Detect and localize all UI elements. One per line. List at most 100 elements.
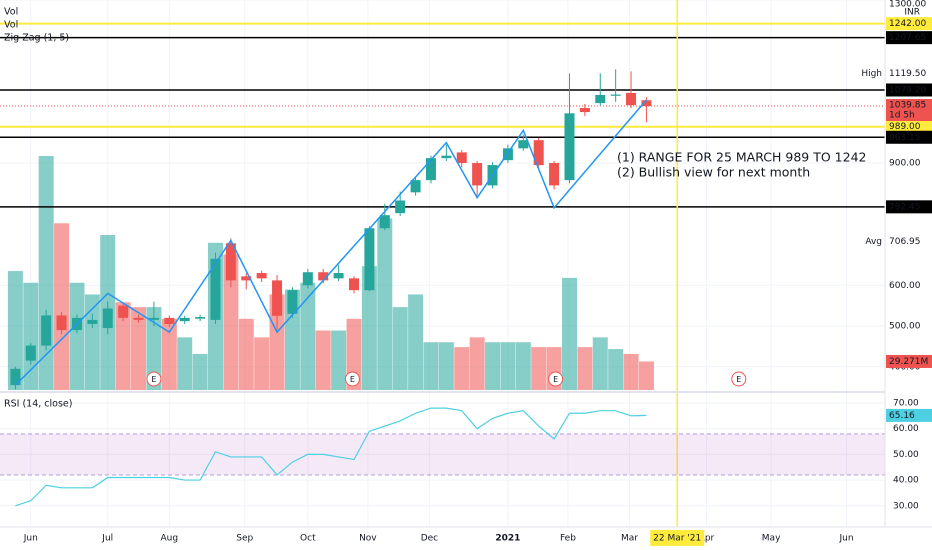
axis-bg [885,0,932,550]
level-label-bg [886,200,932,214]
y-tick-label: 600.00 [889,281,921,291]
volume-bar [515,342,531,390]
level-label: 1207.65 [889,33,926,43]
level-label: 989.00 [889,122,921,132]
event-marker [344,371,360,387]
volume-bar [23,282,39,390]
marker-name: Avg [865,237,882,247]
rsi-label: 65.16 [889,411,915,421]
countdown: 1d 5h [889,111,915,121]
y-tick-label: 500.00 [889,322,921,332]
event-marker [731,371,747,387]
volume-label: 29.271M [889,357,928,367]
annotation: (1) RANGE FOR 25 MARCH 989 TO 1242 [617,150,866,165]
event-label: E [350,375,355,384]
volume-bar [146,307,162,390]
candle-body [10,368,21,386]
volume-bar [223,254,239,390]
candle-body [318,272,329,281]
candle-body [533,140,544,166]
rsi-line [15,407,647,507]
candle-body [241,276,252,281]
volume-bar [454,347,470,390]
candle-body [225,243,236,281]
candle-body [179,317,190,322]
candle-body [56,315,67,331]
volume-bar [623,353,639,390]
volume-bar [392,307,408,390]
legend-item: Vol [4,7,18,18]
candle-body [610,94,621,96]
x-tick-label: Jun [838,534,853,544]
candle-body [549,163,560,186]
volume-bar [485,342,501,390]
volume-bar [284,289,300,390]
volume-bar [254,337,270,390]
x-tick-label: Mar [621,534,638,544]
volume-bar [577,347,593,390]
volume-bar [361,266,377,390]
legend-item: Zig Zag (1, 5) [4,33,69,44]
x-tick-label: Jun [23,534,38,544]
volume-bar [561,277,577,390]
rsi-tick-label: 50.00 [893,450,919,460]
candle-body [472,163,483,186]
level-label-bg [886,83,932,97]
candle-body [502,148,513,161]
rsi-tick-label: 60.00 [893,424,919,434]
candle-body [210,258,221,320]
candle-body [364,228,375,291]
volume-bar [423,342,439,390]
close-tag-bg [886,99,932,122]
event-marker [146,371,162,387]
event-label: E [736,375,741,384]
volume-bar [592,337,608,390]
candle-body [164,317,175,324]
x-tick-label: Apr [699,534,715,544]
level-label-bg [886,120,932,134]
event-label: E [151,375,156,384]
volume-bar [54,223,70,390]
y-tick-label: 900.00 [889,159,921,169]
volume-bar [608,349,624,390]
x-tick-label: Sep [236,534,253,544]
marker-label: 706.95 [889,237,921,247]
candle-body [626,92,637,106]
volume-bar [269,294,285,390]
candle-body [379,215,390,229]
volume-bar [438,342,454,390]
level-label: 792.45 [889,202,921,212]
level-label: 1242.00 [889,19,926,29]
candle-body [118,305,129,318]
volume-bar [192,353,208,390]
rsi-band [0,433,885,475]
level-label: 963.15 [889,133,921,143]
annotation: (2) Bullish view for next month [617,165,810,180]
level-label-bg [886,31,932,45]
candle-body [456,152,467,164]
candle-body [195,317,206,319]
event-marker [548,371,564,387]
volume-bar [177,337,193,390]
candle-body [349,278,359,291]
candle-body [25,345,36,361]
candle-body [87,319,98,324]
candle-body [425,158,436,181]
x-tick-label: Aug [161,534,179,544]
volume-label-bg [886,354,932,368]
rsi-tick-label: 40.00 [893,476,919,486]
zigzag-line [14,99,648,386]
marker-label-bg [886,67,932,81]
level-label: 1079.20 [889,85,926,95]
volume-bar [469,337,485,390]
candle-body [518,140,529,149]
volume-bar [531,347,547,390]
candle-body [595,94,606,104]
marker-name: High [861,69,882,79]
candle-body [395,200,406,214]
time-axis-bg [0,527,932,550]
marker-label: 1119.50 [889,69,926,79]
candle-body [133,317,144,320]
x-tick-label: May [762,534,781,544]
